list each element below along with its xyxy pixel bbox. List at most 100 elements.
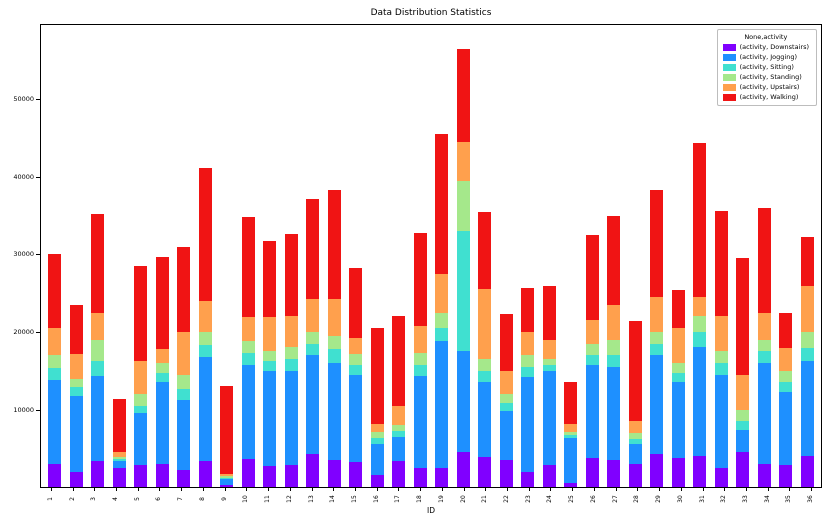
bar-segment bbox=[736, 374, 750, 410]
bar-slot bbox=[388, 25, 410, 487]
bar-segment bbox=[198, 345, 212, 357]
bar-segment bbox=[177, 469, 191, 487]
bar-segment bbox=[48, 328, 62, 356]
bar-segment bbox=[349, 374, 363, 463]
bar-stack-19 bbox=[435, 25, 449, 487]
bar-segment bbox=[370, 424, 384, 432]
bar-segment bbox=[650, 190, 664, 298]
bar-segment bbox=[155, 373, 169, 383]
x-tick-mark bbox=[50, 488, 52, 491]
bar-segment bbox=[478, 370, 492, 383]
bar-slot bbox=[44, 25, 66, 487]
bar-segment bbox=[112, 456, 126, 460]
x-tick-mark bbox=[159, 488, 161, 491]
bar-segment bbox=[564, 483, 578, 487]
legend-label: (activity, Sitting) bbox=[739, 63, 794, 71]
bar-segment bbox=[499, 459, 513, 487]
bar-segment bbox=[198, 331, 212, 346]
bar-segment bbox=[413, 232, 427, 326]
bar-segment bbox=[456, 452, 470, 487]
bar-segment bbox=[91, 214, 105, 313]
bar-stack-23 bbox=[521, 25, 535, 487]
bar-segment bbox=[155, 256, 169, 350]
bar-slot bbox=[173, 25, 195, 487]
x-tick-mark bbox=[202, 488, 204, 491]
bar-segment bbox=[757, 463, 771, 487]
bar-segment bbox=[714, 316, 728, 352]
bar-segment bbox=[134, 465, 148, 487]
bar-segment bbox=[521, 376, 535, 472]
bar-segment bbox=[177, 388, 191, 401]
bar-segment bbox=[370, 444, 384, 476]
bar-slot bbox=[87, 25, 109, 487]
bar-segment bbox=[69, 396, 83, 472]
bar-segment bbox=[757, 207, 771, 313]
bar-segment bbox=[435, 341, 449, 468]
legend-swatch-icon bbox=[722, 93, 736, 101]
bar-stack-16 bbox=[370, 25, 384, 487]
bar-segment bbox=[134, 405, 148, 414]
legend-row: (activity, Jogging) bbox=[722, 53, 809, 61]
x-tick-mark bbox=[137, 488, 139, 491]
bar-segment bbox=[220, 386, 234, 474]
bar-segment bbox=[349, 462, 363, 487]
bar-segment bbox=[177, 400, 191, 470]
bar-segment bbox=[585, 365, 599, 459]
bar-segment bbox=[198, 461, 212, 487]
bar-segment bbox=[564, 438, 578, 484]
bar-segment bbox=[155, 349, 169, 363]
bar-stack-18 bbox=[413, 25, 427, 487]
bar-slot bbox=[431, 25, 453, 487]
legend-items: (activity, Downstairs) (activity, Jogging… bbox=[722, 43, 809, 101]
legend-row: (activity, Walking) bbox=[722, 93, 809, 101]
bar-segment bbox=[370, 432, 384, 439]
bar-segment bbox=[693, 456, 707, 487]
bar-slot bbox=[345, 25, 367, 487]
bar-segment bbox=[714, 351, 728, 363]
legend-swatch-icon bbox=[722, 73, 736, 81]
bar-segment bbox=[241, 352, 255, 365]
bar-segment bbox=[607, 366, 621, 460]
bar-segment bbox=[779, 465, 793, 487]
bar-segment bbox=[435, 312, 449, 329]
chart-title: Data Distribution Statistics bbox=[370, 8, 492, 18]
bar-slot bbox=[603, 25, 625, 487]
bar-segment bbox=[241, 459, 255, 487]
legend-swatch-icon bbox=[722, 53, 736, 61]
bar-stack-5 bbox=[134, 25, 148, 487]
x-tick-mark bbox=[637, 488, 639, 491]
bar-segment bbox=[435, 467, 449, 487]
bar-segment bbox=[456, 231, 470, 352]
bar-slot bbox=[302, 25, 324, 487]
bar-slot bbox=[324, 25, 346, 487]
bar-slot bbox=[775, 25, 797, 487]
bar-stack-14 bbox=[327, 25, 341, 487]
bar-segment bbox=[134, 360, 148, 394]
bar-segment bbox=[263, 370, 277, 467]
bar-segment bbox=[91, 339, 105, 361]
bar-slot bbox=[496, 25, 518, 487]
bar-segment bbox=[91, 376, 105, 462]
bar-segment bbox=[693, 142, 707, 298]
y-tick-mark bbox=[36, 410, 40, 412]
legend-label: (activity, Standing) bbox=[739, 73, 802, 81]
bar-stack-21 bbox=[478, 25, 492, 487]
bar-segment bbox=[220, 479, 234, 485]
bar-segment bbox=[370, 328, 384, 425]
bar-segment bbox=[650, 297, 664, 332]
bar-stack-34 bbox=[757, 25, 771, 487]
bar-slot bbox=[732, 25, 754, 487]
bar-segment bbox=[198, 356, 212, 462]
bar-segment bbox=[521, 366, 535, 377]
bar-stack-33 bbox=[736, 25, 750, 487]
bar-segment bbox=[392, 460, 406, 487]
bar-segment bbox=[413, 376, 427, 468]
bar-segment bbox=[392, 431, 406, 437]
bar-segment bbox=[499, 370, 513, 394]
bar-segment bbox=[413, 364, 427, 377]
bar-slot bbox=[281, 25, 303, 487]
y-tick-mark bbox=[36, 98, 40, 100]
bar-segment bbox=[220, 473, 234, 477]
bar-segment bbox=[263, 316, 277, 352]
